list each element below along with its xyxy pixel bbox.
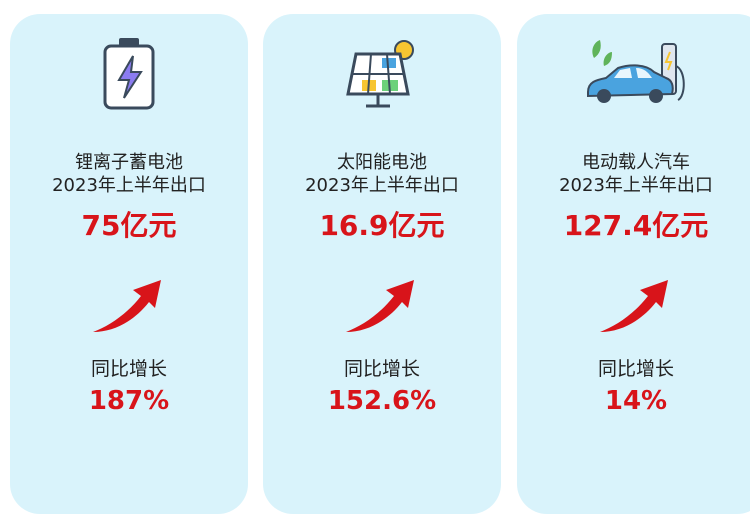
subtitle: 2023年上半年出口 [52, 175, 206, 196]
page: 锂离子蓄电池 2023年上半年出口 75亿元 同比增长 187% 太阳能电池 2… [10, 14, 750, 514]
growth-label: 同比增长 [597, 358, 674, 380]
solar-icon [346, 40, 414, 108]
battery-icon [103, 38, 155, 110]
up-arrow [600, 280, 668, 332]
growth: 152.6% [327, 386, 437, 416]
card: 锂离子蓄电池 2023年上半年出口 75亿元 同比增长 187% [10, 14, 248, 514]
title: 电动载人汽车 [582, 152, 690, 173]
growth: 187% [88, 386, 170, 416]
subtitle: 2023年上半年出口 [559, 175, 713, 196]
up-arrow [346, 280, 414, 332]
subtitle: 2023年上半年出口 [305, 175, 459, 196]
up-arrow [93, 280, 161, 332]
title: 太阳能电池 [337, 152, 427, 173]
title: 锂离子蓄电池 [75, 152, 183, 173]
value: 127.4亿元 [563, 209, 709, 242]
card: 电动载人汽车 2023年上半年出口 127.4亿元 同比增长 14% [517, 14, 750, 514]
growth: 14% [604, 386, 668, 416]
value: 75亿元 [81, 209, 177, 242]
growth-label: 同比增长 [90, 358, 167, 380]
ev-icon [587, 40, 685, 103]
value: 16.9亿元 [319, 209, 445, 242]
card: 太阳能电池 2023年上半年出口 16.9亿元 同比增长 152.6% [263, 14, 501, 514]
growth-label: 同比增长 [343, 358, 420, 380]
